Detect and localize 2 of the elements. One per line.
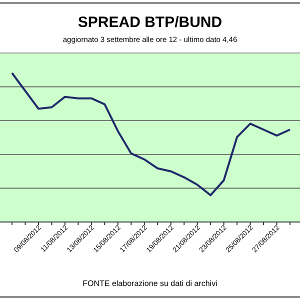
chart-title: SPREAD BTP/BUND (78, 14, 222, 31)
source-note: FONTE elaborazione su dati di archivi (82, 279, 218, 288)
